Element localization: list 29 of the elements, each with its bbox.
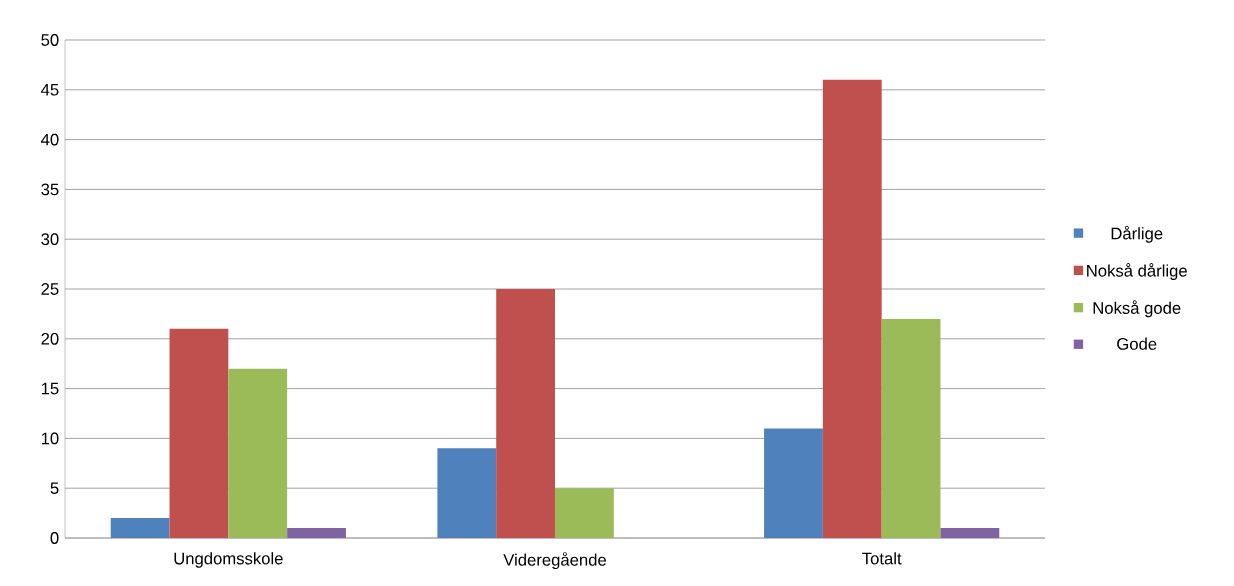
x-tick-label: Ungdomsskole (174, 552, 283, 568)
legend-label: Dårlige (1111, 225, 1163, 243)
bar (940, 528, 1000, 538)
y-tick-label: 30 (41, 233, 59, 246)
y-tick-label: 25 (41, 283, 59, 295)
y-tick-label: 0 (50, 532, 59, 544)
x-tick-label: Totalt (862, 552, 902, 565)
y-tick-label: 10 (41, 432, 59, 445)
y-tick-label: 40 (41, 133, 59, 146)
x-tick-label: Videregående (503, 552, 606, 570)
bar (555, 488, 614, 538)
y-tick-label: 50 (41, 34, 59, 46)
legend-label: Gode (1117, 337, 1157, 350)
y-tick-label: 35 (41, 183, 59, 196)
y-tick-label: 20 (41, 332, 59, 345)
bar (764, 428, 823, 538)
y-tick-label: 15 (41, 382, 59, 395)
bar (822, 79, 882, 538)
y-tick-label: 5 (50, 482, 59, 495)
legend-label: Nokså dårlige (1087, 263, 1187, 280)
bar (169, 328, 229, 538)
bar (437, 448, 497, 538)
y-tick-label: 45 (41, 83, 59, 96)
bar (110, 518, 170, 538)
bar (881, 318, 941, 538)
bar (287, 528, 346, 538)
bar (228, 368, 288, 538)
bar (496, 289, 556, 538)
legend-label: Nokså gode (1093, 300, 1181, 318)
